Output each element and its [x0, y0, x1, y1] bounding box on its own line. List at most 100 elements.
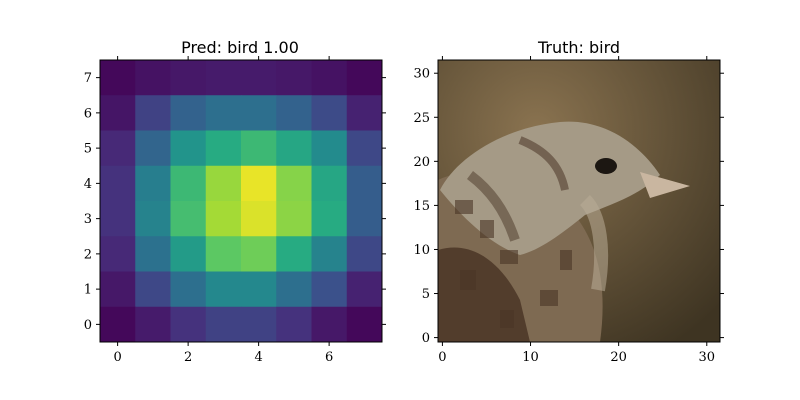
heatmap-cell — [170, 130, 207, 167]
heatmap-cell — [241, 95, 277, 131]
heatmap-cell — [100, 130, 136, 167]
heatmap-cell — [346, 130, 383, 167]
y-tick-label: 7 — [84, 71, 92, 86]
y-tick-label: 15 — [413, 199, 430, 214]
heatmap-cell — [346, 236, 383, 272]
heatmap-cell — [311, 306, 348, 343]
heatmap-cells — [100, 60, 383, 343]
heatmap-cell — [346, 306, 383, 343]
y-tick-label: 1 — [84, 283, 92, 298]
heatmap-cell — [311, 201, 348, 237]
heatmap-cell — [135, 130, 171, 167]
image-title: Truth: bird — [537, 38, 620, 57]
heatmap-cell — [100, 95, 136, 131]
heatmap-cell — [135, 306, 171, 343]
heatmap-cell — [346, 165, 383, 202]
heatmap-cell — [205, 130, 242, 167]
y-tick-label: 3 — [84, 212, 92, 227]
heatmap-cell — [135, 201, 171, 237]
y-tick-label: 20 — [413, 155, 430, 170]
y-tick-label: 5 — [84, 142, 92, 157]
heatmap-cell — [276, 130, 312, 167]
x-tick-label: 0 — [438, 350, 446, 365]
heatmap-cell — [170, 95, 207, 131]
heatmap-cell — [135, 60, 171, 96]
heatmap-cell — [135, 271, 171, 308]
y-tick-label: 30 — [413, 67, 430, 82]
heatmap-cell — [276, 165, 312, 202]
heatmap-cell — [205, 306, 242, 343]
heatmap-cell — [205, 165, 242, 202]
heatmap-cell — [170, 165, 207, 202]
heatmap-cell — [276, 236, 312, 272]
bird-eye — [595, 158, 617, 174]
heatmap-cell — [205, 95, 242, 131]
heatmap-cell — [100, 165, 136, 202]
heatmap-cell — [276, 201, 312, 237]
heatmap-cell — [100, 271, 136, 308]
x-tick-label: 0 — [113, 350, 121, 365]
heatmap-cell — [100, 306, 136, 343]
y-tick-label: 10 — [413, 243, 430, 258]
heatmap-cell — [311, 95, 348, 131]
heatmap-cell — [346, 95, 383, 131]
heatmap-cell — [170, 60, 207, 96]
heatmap-cell — [276, 306, 312, 343]
heatmap-cell — [170, 271, 207, 308]
heatmap-cell — [170, 201, 207, 237]
heatmap-ticks: 0 2 4 6 0 1 2 3 4 5 6 7 — [84, 56, 386, 365]
heatmap-cell — [346, 60, 383, 96]
x-tick-label: 10 — [522, 350, 539, 365]
heatmap-cell — [276, 95, 312, 131]
heatmap-cell — [241, 60, 277, 96]
heatmap-cell — [205, 236, 242, 272]
heatmap-cell — [205, 201, 242, 237]
y-tick-label: 5 — [422, 287, 430, 302]
heatmap-cell — [241, 201, 277, 237]
heatmap-cell — [100, 60, 136, 96]
image-ticks: 0 10 20 30 0 5 10 15 20 25 30 — [413, 56, 724, 365]
image-frame — [437, 59, 721, 343]
heatmap-cell — [170, 236, 207, 272]
y-tick-label: 0 — [84, 318, 92, 333]
heatmap-frame — [99, 59, 383, 343]
bird-head — [440, 121, 660, 255]
heatmap-cell — [241, 130, 277, 167]
heatmap-cell — [346, 201, 383, 237]
x-tick-label: 2 — [184, 350, 192, 365]
heatmap-cell — [170, 306, 207, 343]
x-tick-label: 30 — [699, 350, 716, 365]
y-tick-label: 0 — [422, 331, 430, 346]
heatmap-cell — [311, 165, 348, 202]
heatmap-cell — [135, 236, 171, 272]
heatmap-cell — [311, 236, 348, 272]
heatmap-cell — [100, 201, 136, 237]
y-tick-label: 2 — [84, 247, 92, 262]
heatmap-cell — [241, 165, 277, 202]
bird-image — [438, 60, 720, 342]
feather-mottling — [455, 200, 572, 328]
x-tick-label: 20 — [610, 350, 627, 365]
heatmap-cell — [311, 130, 348, 167]
heatmap-cell — [346, 271, 383, 308]
heatmap-title: Pred: bird 1.00 — [181, 38, 299, 57]
x-tick-label: 6 — [325, 350, 333, 365]
heatmap-cell — [276, 271, 312, 308]
heatmap-cell — [241, 306, 277, 343]
heatmap-cell — [205, 60, 242, 96]
head-streak — [518, 136, 569, 191]
head-streak — [466, 171, 520, 242]
heatmap-cell — [241, 236, 277, 272]
heatmap-cell — [241, 271, 277, 308]
heatmap-cell — [311, 271, 348, 308]
heatmap-cell — [276, 60, 312, 96]
heatmap-panel: Pred: bird 1.00 0 2 4 6 0 1 2 3 4 5 6 7 — [84, 38, 386, 365]
throat-light — [579, 195, 609, 292]
bird-beak — [640, 172, 690, 198]
y-tick-label: 4 — [84, 177, 92, 192]
image-panel: Truth: bird — [413, 38, 724, 365]
heatmap-cell — [135, 165, 171, 202]
heatmap-cell — [135, 95, 171, 131]
y-tick-label: 6 — [84, 106, 92, 121]
